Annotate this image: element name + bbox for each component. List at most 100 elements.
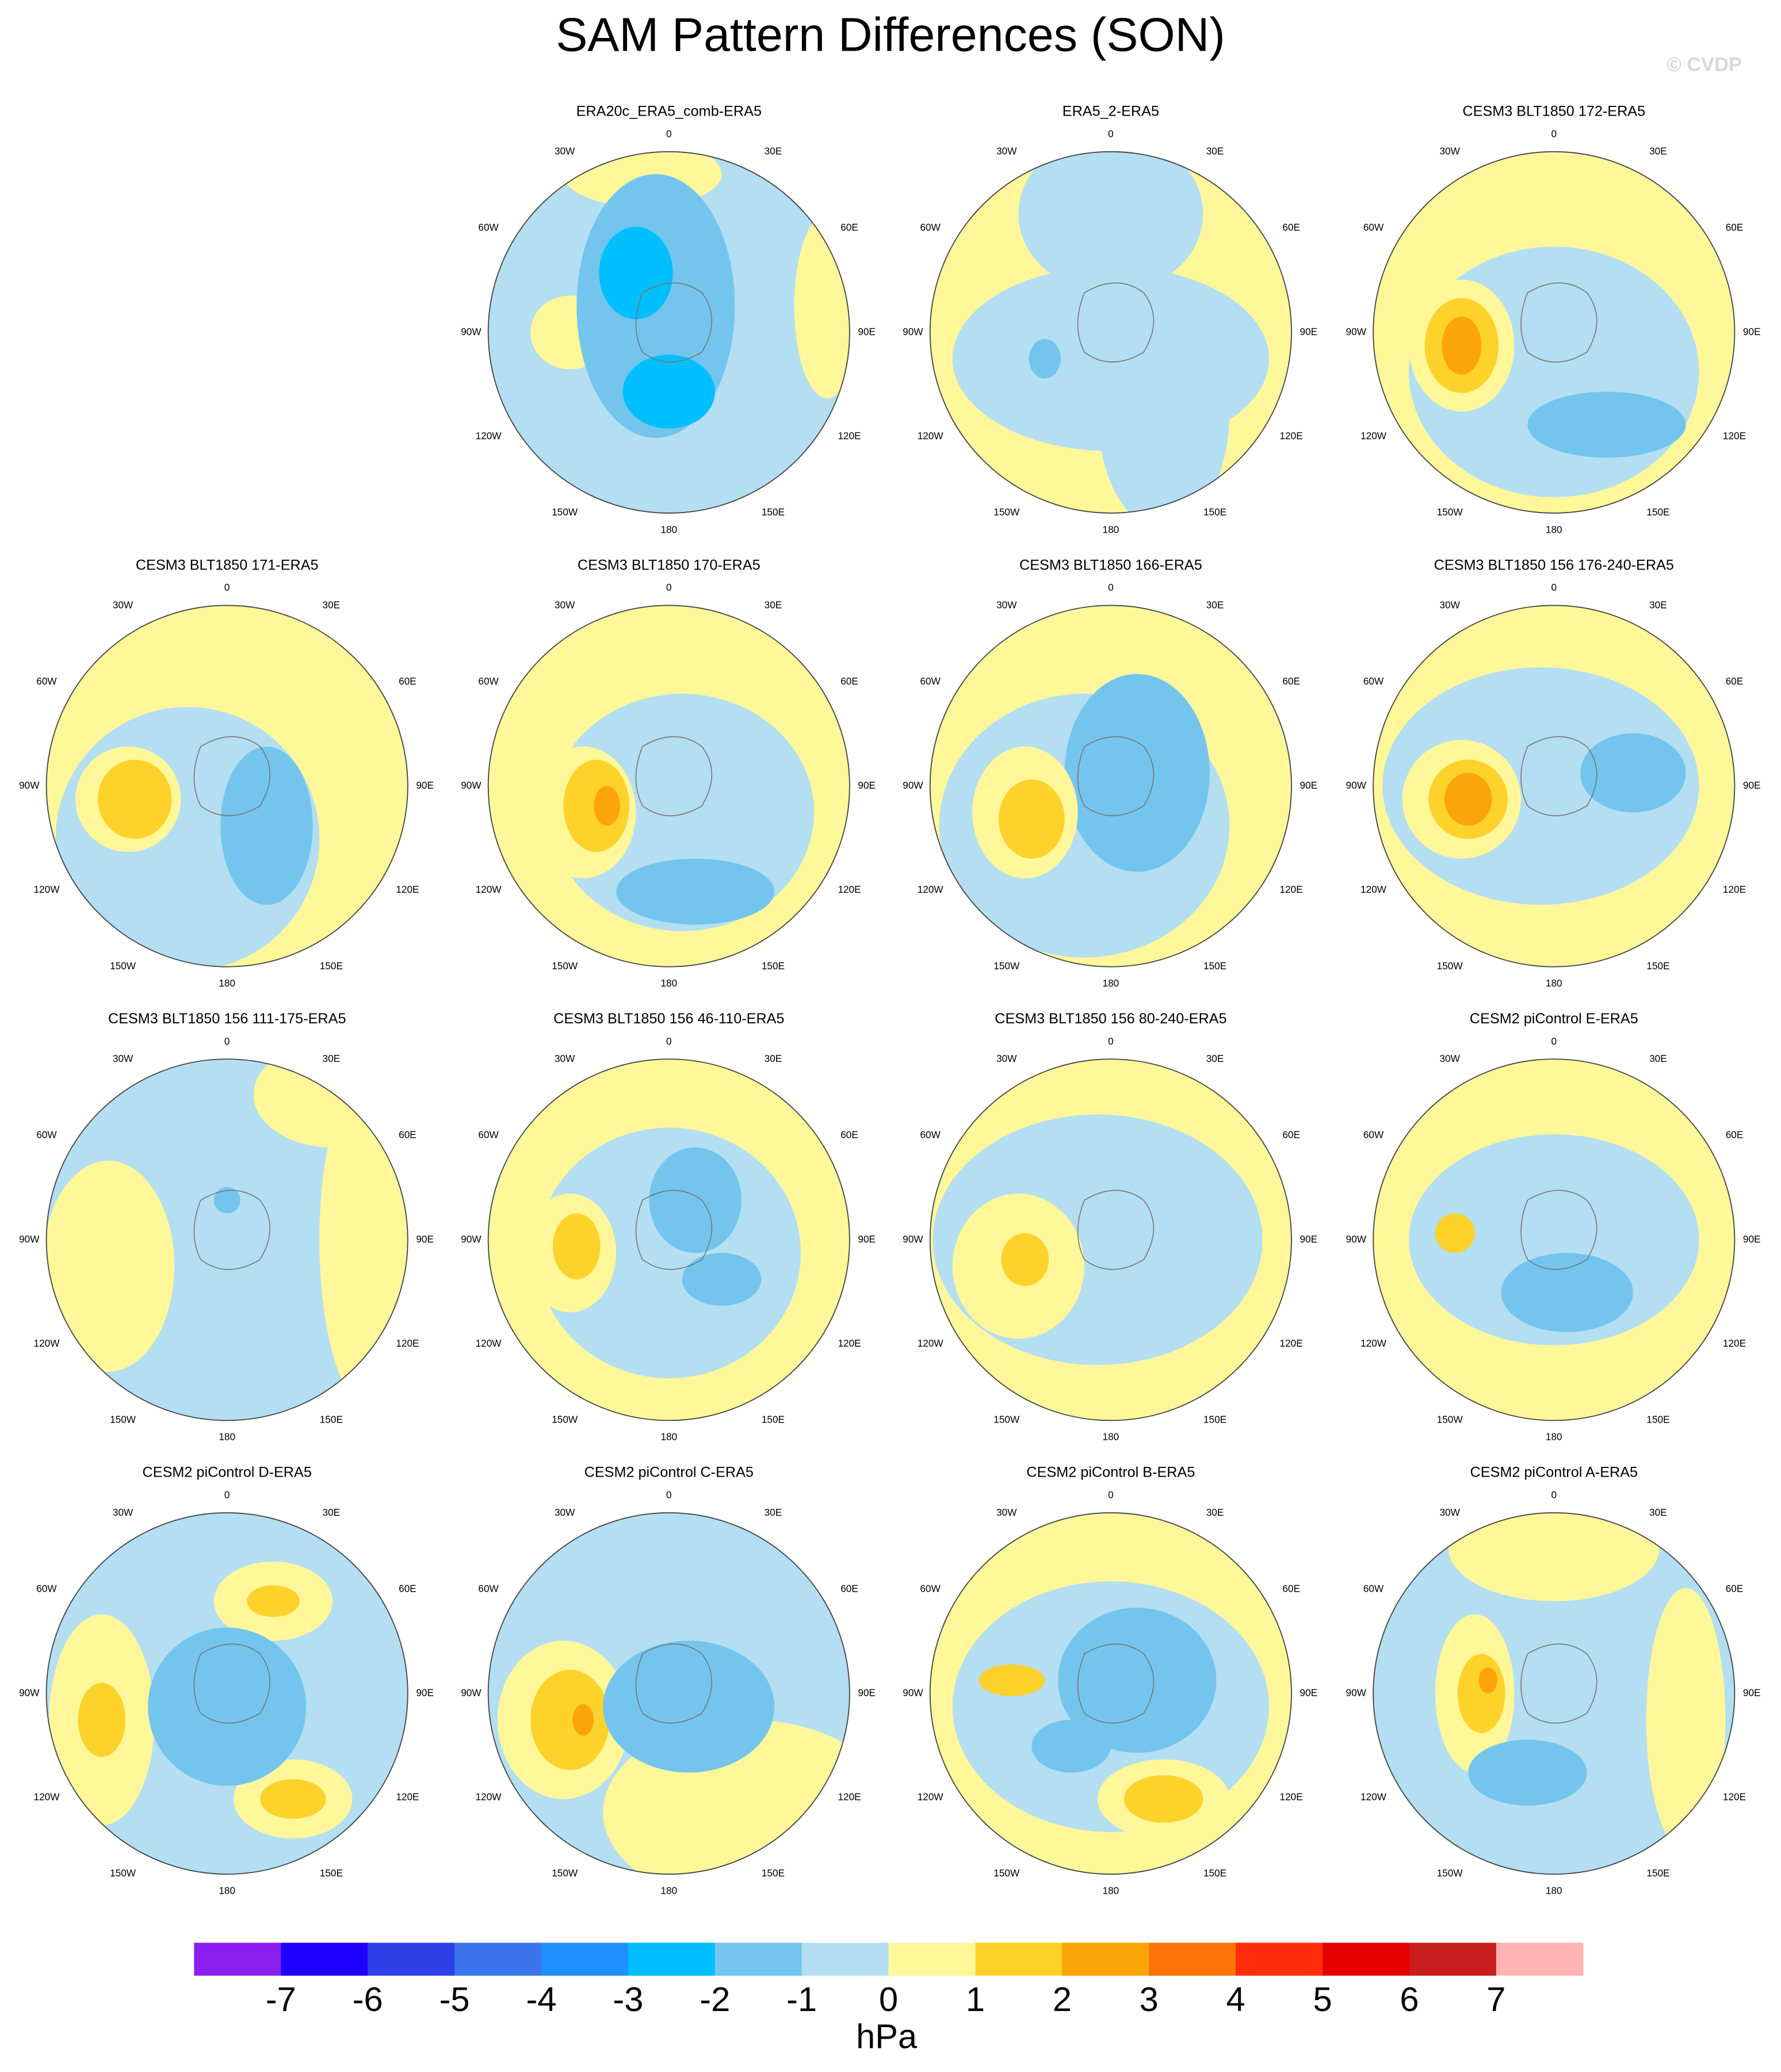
longitude-label: 120W [34, 884, 60, 895]
longitude-label: 90W [461, 779, 481, 791]
longitude-label: 30E [765, 146, 782, 157]
map-panel: CESM2 piControl C-ERA5 0 30E 60E 90E 120E 150E… [461, 1465, 876, 1897]
contour-region [682, 1253, 762, 1306]
panel-title: CESM2 piControl C-ERA5 [584, 1465, 754, 1481]
longitude-label: 60W [478, 675, 499, 687]
longitude-label: 150E [1646, 506, 1669, 518]
longitude-label: 60E [399, 675, 416, 687]
longitude-label: 150E [1203, 506, 1226, 518]
contour-fill [952, 1581, 1270, 1839]
contour-region [999, 779, 1065, 859]
longitude-label: 90E [858, 1687, 876, 1699]
longitude-label: 120E [838, 1791, 861, 1803]
longitude-label: 150W [1437, 1414, 1463, 1425]
contour-region [1580, 733, 1686, 813]
longitude-label: 30E [765, 599, 782, 610]
contour-fill [55, 706, 320, 967]
longitude-label: 0 [1108, 1489, 1114, 1501]
contour-region [1457, 1654, 1505, 1733]
longitude-label: 30E [323, 599, 341, 610]
longitude-label: 90W [19, 1687, 40, 1699]
longitude-label: 0 [666, 582, 672, 593]
contour-region [1448, 1512, 1660, 1601]
longitude-label: 30W [996, 146, 1017, 157]
longitude-label: 120E [838, 1337, 861, 1349]
longitude-label: 180 [1546, 977, 1562, 989]
colorbar-box [281, 1943, 368, 1976]
contour-region [213, 1187, 240, 1214]
map-panel: CESM3 BLT1850 171-ERA5 0 30E 60E 90E 120E 150E… [19, 557, 434, 989]
longitude-label: 90W [461, 1687, 481, 1699]
longitude-label: 150E [762, 506, 785, 518]
longitude-label: 60W [36, 1582, 57, 1594]
colorbar-tick-label: -3 [613, 1980, 643, 2019]
contour-region [553, 1213, 601, 1280]
colorbar-box [628, 1943, 716, 1976]
contour-region [530, 1669, 610, 1770]
longitude-label: 30W [555, 146, 575, 157]
longitude-label: 0 [1551, 1035, 1557, 1047]
colorbar-tick-label: -1 [786, 1980, 817, 2019]
colorbar-box [454, 1943, 542, 1976]
longitude-label: 120W [476, 1337, 502, 1349]
longitude-label: 150E [762, 960, 785, 972]
coastline [1077, 1643, 1155, 1724]
longitude-label: 0 [224, 1489, 230, 1501]
colorbar-box [1409, 1943, 1497, 1976]
longitude-label: 30W [996, 1053, 1017, 1064]
longitude-label: 60W [478, 221, 499, 233]
map-outline [487, 151, 850, 514]
longitude-label: 150W [993, 1867, 1020, 1879]
figure-title: SAM Pattern Differences (SON) [556, 8, 1225, 61]
longitude-label: 60E [1282, 1129, 1300, 1141]
contour-fill [1409, 1134, 1699, 1345]
map-panel: CESM3 BLT1850 166-ERA5 0 30E 60E 90E 120E 150E… [903, 557, 1317, 989]
longitude-label: 90W [1346, 779, 1367, 791]
longitude-label: 90W [461, 326, 481, 337]
longitude-label: 90E [858, 1233, 876, 1245]
longitude-label: 90W [903, 326, 923, 337]
longitude-label: 90W [903, 1687, 923, 1699]
panel-title: CESM3 BLT1850 170-ERA5 [578, 557, 760, 573]
map-outline [487, 1058, 850, 1421]
longitude-label: 120E [1280, 884, 1303, 895]
longitude-label: 0 [1551, 1489, 1557, 1501]
longitude-label: 30E [1206, 1507, 1224, 1518]
colorbar-tick-label: 6 [1400, 1980, 1419, 2019]
longitude-label: 30E [1649, 146, 1667, 157]
longitude-label: 150E [1646, 1867, 1669, 1879]
longitude-label: 90E [1300, 1687, 1318, 1699]
contour-region [1031, 1719, 1111, 1773]
longitude-label: 90W [903, 1233, 923, 1245]
map-outline [1373, 605, 1736, 968]
longitude-label: 60E [1282, 221, 1300, 233]
contour-fill [1409, 246, 1699, 498]
longitude-label: 60W [920, 675, 941, 687]
contour-region [1001, 1233, 1049, 1286]
contour-region [220, 746, 313, 905]
longitude-label: 180 [1546, 523, 1562, 535]
panel-title: CESM3 BLT1850 171-ERA5 [136, 557, 319, 573]
longitude-label: 60W [920, 221, 941, 233]
contour-region [622, 354, 716, 429]
longitude-label: 60W [1363, 221, 1384, 233]
colorbar-box [368, 1943, 455, 1976]
map-panel: CESM3 BLT1850 156 46-110-ERA5 0 30E 60E 90E 1… [461, 1011, 876, 1443]
coastline [1520, 1190, 1597, 1270]
longitude-label: 90W [903, 779, 923, 791]
map-outline [45, 605, 408, 968]
longitude-label: 90E [1300, 326, 1318, 337]
longitude-label: 150W [993, 1414, 1020, 1425]
map-outline [487, 605, 850, 968]
longitude-label: 150W [552, 960, 578, 972]
longitude-label: 60E [1726, 1129, 1744, 1141]
longitude-label: 60W [1363, 675, 1384, 687]
longitude-label: 120E [1723, 430, 1746, 441]
longitude-label: 60E [840, 1129, 858, 1141]
longitude-label: 90W [1346, 1233, 1367, 1245]
contour-fill [1382, 667, 1699, 905]
longitude-label: 90W [461, 1233, 481, 1245]
contour-region [1444, 773, 1492, 826]
colorbar-box [801, 1943, 889, 1976]
longitude-label: 150E [1203, 1867, 1226, 1879]
